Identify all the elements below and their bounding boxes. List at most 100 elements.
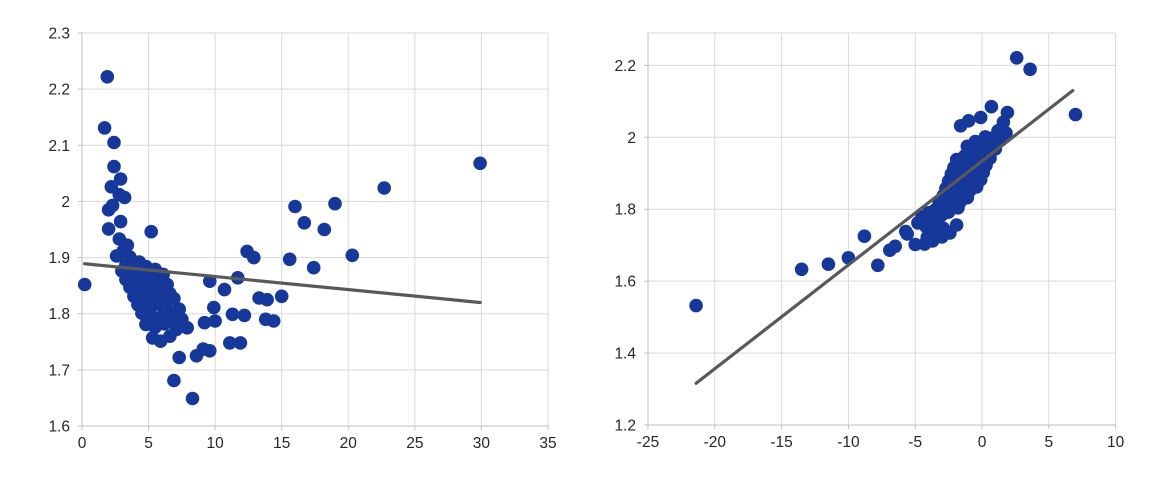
x-tick-label: 15 xyxy=(273,435,290,452)
y-tick-label: 2 xyxy=(61,194,70,211)
x-tick-label: 0 xyxy=(978,434,987,451)
data-point xyxy=(107,159,121,174)
y-tick-label: 1.6 xyxy=(614,274,636,291)
y-tick-label: 1.8 xyxy=(614,202,636,219)
data-point xyxy=(101,222,116,236)
data-point xyxy=(973,110,988,125)
data-point xyxy=(689,298,703,313)
data-point xyxy=(208,314,222,328)
x-tick-label: 10 xyxy=(207,435,225,452)
y-tick-label: 2.2 xyxy=(48,82,70,99)
data-point xyxy=(857,229,872,243)
y-tick-label: 2.3 xyxy=(48,26,70,43)
data-point xyxy=(97,121,112,135)
data-point xyxy=(1000,105,1015,120)
data-point xyxy=(328,196,342,211)
y-tick-label: 1.6 xyxy=(48,419,70,436)
left-scatter-plot: 0 5 10 15 20 25 30 35 1.6 1.7 1.8 1.9 2 2.1 2.2 2.3 xyxy=(48,26,556,453)
y-tick-label: 2.1 xyxy=(48,138,70,155)
y-tick-label: 1.8 xyxy=(48,306,70,323)
data-point xyxy=(101,203,116,217)
data-point xyxy=(113,214,128,229)
data-point xyxy=(117,190,132,205)
x-tick-label: -5 xyxy=(908,434,922,451)
trendline xyxy=(83,262,482,305)
y-tick-label: 2.2 xyxy=(614,58,636,75)
trendline xyxy=(694,88,1075,385)
data-point xyxy=(888,239,902,254)
data-point xyxy=(172,350,186,365)
data-point xyxy=(821,257,836,272)
data-point xyxy=(77,277,92,292)
data-point xyxy=(473,156,487,171)
data-point xyxy=(113,172,128,186)
x-tick-label: 5 xyxy=(144,435,153,452)
x-tick-label: -15 xyxy=(770,434,792,451)
data-point xyxy=(266,314,281,328)
data-point xyxy=(167,291,181,306)
data-point xyxy=(100,70,115,84)
data-point xyxy=(260,292,274,307)
data-point xyxy=(306,260,321,275)
gridlines xyxy=(82,32,549,426)
x-tick-label: 5 xyxy=(1044,434,1053,451)
y-tick-label: 1.2 xyxy=(614,418,636,435)
data-point xyxy=(233,336,248,350)
tick-labels: -25 -20 -15 -10 -5 0 5 10 1.2 1.4 1.6 1.8 2 2.2 xyxy=(614,58,1124,451)
data-point xyxy=(1023,62,1037,77)
data-point xyxy=(180,321,194,335)
tick-labels: 0 5 10 15 20 25 30 35 1.6 1.7 1.8 1.9 2 2.1 2.2 2.3 xyxy=(48,26,556,453)
data-point xyxy=(169,322,184,337)
data-point xyxy=(107,135,121,150)
data-point xyxy=(871,258,885,273)
data-point xyxy=(167,373,181,388)
x-tick-label: 35 xyxy=(539,435,556,452)
data-point xyxy=(297,216,312,230)
x-tick-label: 20 xyxy=(340,435,358,452)
y-tick-label: 1.4 xyxy=(614,346,636,363)
x-tick-label: 30 xyxy=(473,435,491,452)
data-point xyxy=(144,224,158,239)
data-point xyxy=(317,222,332,237)
data-point xyxy=(247,250,261,265)
data-point xyxy=(288,199,302,214)
y-tick-label: 1.9 xyxy=(48,250,70,267)
data-point xyxy=(274,289,289,304)
data-point xyxy=(794,262,809,277)
data-point xyxy=(225,307,240,322)
axes xyxy=(644,33,1117,429)
gridlines xyxy=(648,32,1117,425)
data-point xyxy=(207,300,221,315)
axes xyxy=(78,32,549,430)
x-tick-label: -20 xyxy=(704,434,727,451)
data-point xyxy=(237,308,252,323)
data-point xyxy=(960,139,975,154)
data-point xyxy=(223,336,237,350)
data-point xyxy=(949,218,964,232)
data-point xyxy=(1009,51,1024,65)
data-point xyxy=(999,126,1013,140)
data-point xyxy=(377,181,392,195)
data-point xyxy=(197,315,212,330)
x-tick-label: -10 xyxy=(837,434,860,451)
data-point xyxy=(953,119,968,133)
data-point xyxy=(345,248,360,263)
x-tick-label: -25 xyxy=(637,434,659,451)
data-point xyxy=(185,391,200,406)
data-points xyxy=(77,70,487,406)
right-scatter-plot: -25 -20 -15 -10 -5 0 5 10 1.2 1.4 1.6 1.8 2 2.2 xyxy=(614,32,1125,451)
x-tick-label: 25 xyxy=(406,435,423,452)
y-tick-label: 1.7 xyxy=(48,362,70,379)
data-point xyxy=(900,227,914,241)
x-tick-label: 0 xyxy=(78,435,87,452)
data-points xyxy=(689,51,1083,313)
y-tick-label: 2 xyxy=(627,130,636,147)
data-point xyxy=(282,252,297,267)
x-tick-label: 10 xyxy=(1107,434,1125,451)
data-point xyxy=(984,99,999,114)
data-point xyxy=(203,344,217,358)
data-point xyxy=(217,282,232,297)
data-point xyxy=(1068,107,1083,122)
